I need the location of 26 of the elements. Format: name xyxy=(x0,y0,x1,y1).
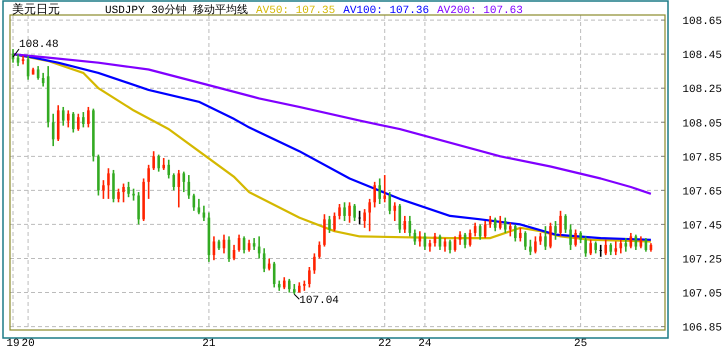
line-series xyxy=(12,53,652,195)
x-tick-label: 20 xyxy=(21,338,35,348)
y-tick-label: 108.65 xyxy=(682,16,722,28)
y-tick-label: 108.05 xyxy=(682,118,722,130)
annotation: 107.04 xyxy=(294,294,339,308)
y-tick-label: 108.45 xyxy=(682,50,722,62)
annotation: 107.04 xyxy=(299,295,340,308)
chart-subtitle: USDJPY 30分钟 移动平均线 xyxy=(105,3,248,17)
x-tick-label: 24 xyxy=(418,338,432,348)
y-tick-label: 107.05 xyxy=(682,288,722,301)
text: AV100: 107.36 xyxy=(343,5,430,17)
x-tick-label: 25 xyxy=(574,338,588,348)
y-tick-label: 107.45 xyxy=(682,220,722,232)
y-tick-label: 107.25 xyxy=(682,254,722,266)
chart-title: 美元日元 xyxy=(12,2,60,17)
text: AV50: 107.35 xyxy=(256,5,336,17)
x-tick-label: 22 xyxy=(378,338,392,348)
annotation: 108.48 xyxy=(19,39,59,52)
x-tick-label: 19 xyxy=(6,338,20,348)
y-tick-label: 106.85 xyxy=(682,322,722,335)
y-tick-label: 107.85 xyxy=(682,152,722,164)
annotation: 108.48 xyxy=(12,39,59,58)
x-tick-label: 21 xyxy=(202,338,216,348)
y-tick-label: 107.65 xyxy=(682,186,722,198)
text: AV200: 107.63 xyxy=(437,5,523,17)
y-tick-label: 108.25 xyxy=(682,84,722,96)
